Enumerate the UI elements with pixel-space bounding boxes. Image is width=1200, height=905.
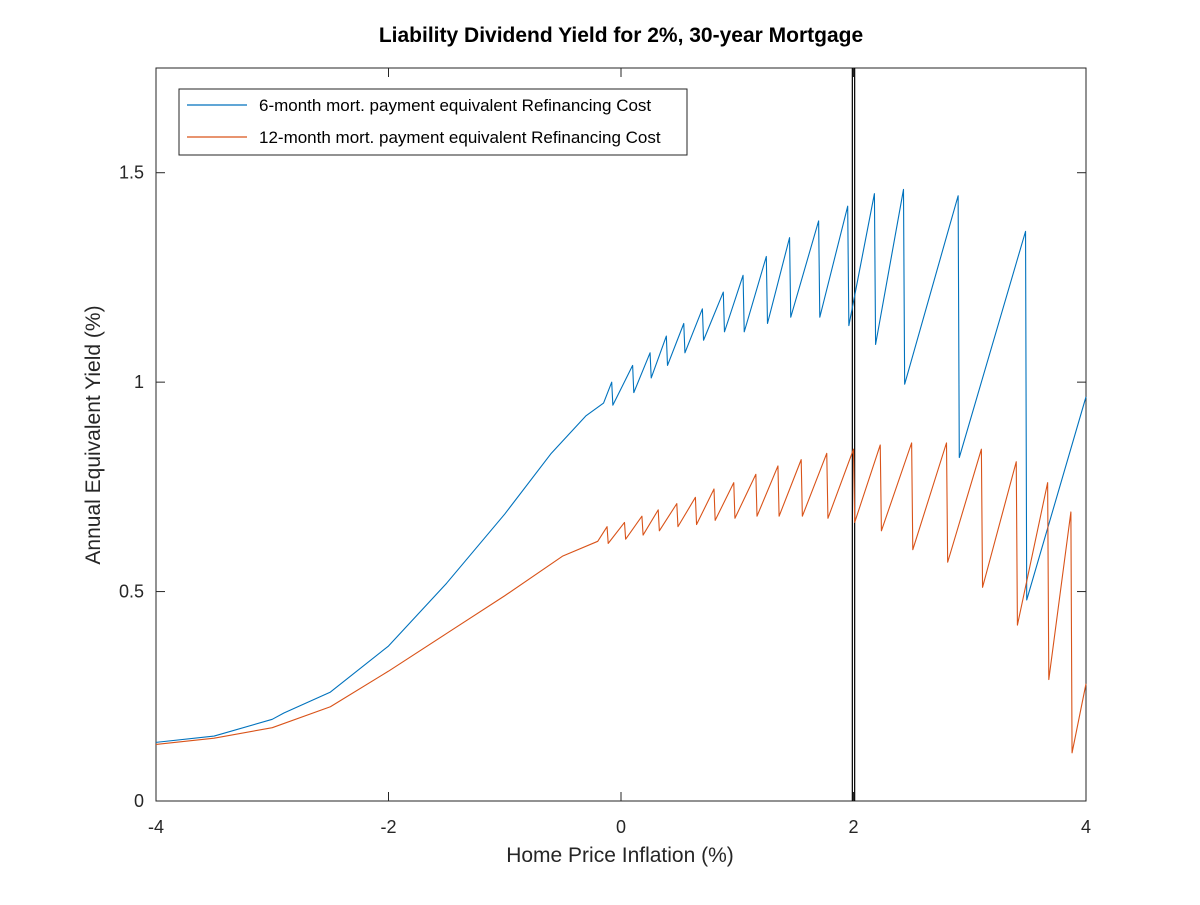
series-line	[155, 188, 1087, 743]
y-tick-label: 0.5	[119, 582, 144, 602]
y-tick-label: 1.5	[119, 163, 144, 183]
chart-title: Liability Dividend Yield for 2%, 30-year…	[379, 24, 863, 47]
y-tick-label: 0	[134, 791, 144, 811]
legend-box	[178, 88, 688, 156]
x-tick-label: -2	[380, 817, 396, 837]
y-axis-label: Annual Equivalent Yield (%)	[82, 305, 105, 564]
axes-box	[155, 67, 1087, 802]
legend-entry-label: 12-month mort. payment equivalent Refina…	[259, 128, 661, 147]
x-tick-label: 4	[1081, 817, 1091, 837]
series-line	[155, 442, 1087, 754]
legend: 6-month mort. payment equivalent Refinan…	[178, 88, 688, 156]
plot-area: -4 -2 0 2 4 0 0.5 1 1.5	[119, 67, 1091, 837]
x-tick-label: -4	[148, 817, 164, 837]
x-tick-label: 0	[616, 817, 626, 837]
legend-entry-label: 6-month mort. payment equivalent Refinan…	[259, 96, 651, 115]
y-tick-label: 1	[134, 372, 144, 392]
x-axis-label: Home Price Inflation (%)	[506, 844, 734, 867]
x-tick-label: 2	[848, 817, 858, 837]
